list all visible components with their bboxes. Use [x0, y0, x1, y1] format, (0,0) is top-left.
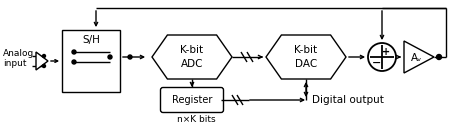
Circle shape: [108, 55, 112, 59]
Polygon shape: [266, 35, 346, 79]
Text: DAC: DAC: [295, 59, 317, 69]
Circle shape: [368, 43, 396, 71]
Circle shape: [43, 64, 46, 67]
Circle shape: [72, 50, 76, 54]
Text: Aᵥ: Aᵥ: [411, 53, 422, 63]
Text: +: +: [382, 47, 390, 57]
Polygon shape: [404, 41, 434, 73]
Text: input: input: [3, 60, 27, 69]
Text: K-bit: K-bit: [181, 45, 203, 55]
Bar: [62, 30, 120, 92]
Circle shape: [43, 55, 46, 58]
FancyBboxPatch shape: [161, 87, 224, 112]
Circle shape: [128, 55, 132, 59]
Text: K-bit: K-bit: [294, 45, 318, 55]
Text: Analog: Analog: [3, 50, 34, 58]
Text: S/H: S/H: [82, 35, 100, 45]
Text: Digital output: Digital output: [312, 95, 384, 105]
Polygon shape: [36, 52, 48, 70]
Text: −: −: [372, 58, 382, 68]
Polygon shape: [152, 35, 232, 79]
Text: n×K bits: n×K bits: [177, 115, 215, 124]
Text: ADC: ADC: [181, 59, 203, 69]
Circle shape: [437, 55, 441, 60]
Text: Register: Register: [172, 95, 212, 105]
Circle shape: [72, 60, 76, 64]
